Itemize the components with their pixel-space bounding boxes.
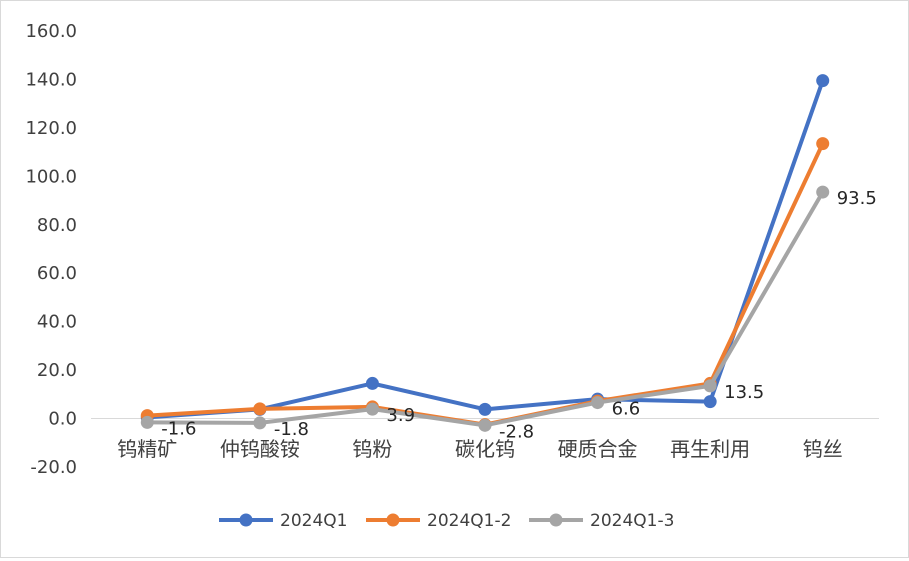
- data-label: -2.8: [499, 421, 534, 442]
- series-point: [253, 402, 267, 416]
- x-tick-label: 碳化钨: [455, 437, 515, 461]
- x-tick-label: 钨丝: [803, 437, 843, 461]
- y-tick-label: -20.0: [30, 457, 77, 478]
- legend-label: 2024Q1-2: [427, 511, 511, 531]
- x-tick-label: 钨粉: [352, 437, 392, 461]
- data-label: 93.5: [837, 188, 877, 209]
- y-tick-label: 60.0: [37, 263, 77, 284]
- y-tick-label: 120.0: [25, 118, 77, 139]
- data-label: -1.6: [161, 418, 196, 439]
- legend-item: 2024Q1-3: [529, 511, 674, 531]
- series-point: [816, 74, 830, 88]
- y-tick-label: 20.0: [37, 360, 77, 381]
- data-label: 6.6: [612, 399, 641, 420]
- series-point: [478, 402, 492, 416]
- x-axis-ticks: 钨精矿 仲钨酸铵 钨粉 碳化钨 硬质合金 再生利用 钨丝: [117, 437, 842, 461]
- data-label: -1.8: [274, 419, 309, 440]
- y-tick-label: 40.0: [37, 312, 77, 333]
- series-point: [365, 402, 379, 416]
- legend-label: 2024Q1: [280, 511, 347, 531]
- y-tick-label: 140.0: [25, 69, 77, 90]
- legend-item: 2024Q1-2: [366, 511, 511, 531]
- legend: 2024Q1 2024Q1-2 2024Q1-3: [219, 511, 674, 531]
- y-tick-label: 160.0: [25, 21, 77, 42]
- series-point: [253, 416, 267, 430]
- series-point: [591, 396, 605, 410]
- x-tick-label: 仲钨酸铵: [220, 437, 300, 461]
- legend-marker: [549, 513, 563, 527]
- y-tick-label: 0.0: [48, 409, 77, 430]
- series-point: [365, 376, 379, 390]
- x-tick-label: 再生利用: [670, 437, 750, 461]
- legend-label: 2024Q1-3: [590, 511, 674, 531]
- y-tick-label: 100.0: [25, 166, 77, 187]
- legend-item: 2024Q1: [219, 511, 347, 531]
- x-tick-label: 钨精矿: [117, 437, 177, 461]
- series-layer: [140, 74, 830, 432]
- data-label: 3.9: [386, 405, 415, 426]
- series-point: [703, 395, 717, 409]
- series-2024Q1-3: [140, 185, 830, 432]
- series-line: [145, 190, 825, 428]
- legend-marker: [239, 513, 253, 527]
- series-point: [703, 379, 717, 393]
- y-axis-ticks: 160.0 140.0 120.0 100.0 80.0 60.0 40.0 20.0 0.0 -…: [25, 21, 77, 478]
- data-label: 13.5: [724, 382, 764, 403]
- x-tick-label: 硬质合金: [558, 437, 638, 461]
- series-point: [816, 137, 830, 151]
- data-labels: -1.6 -1.8 3.9 -2.8 6.6 13.5 93.5: [161, 188, 877, 442]
- series-point: [816, 185, 830, 199]
- series-line: [145, 141, 825, 427]
- series-2024Q1: [140, 74, 830, 424]
- series-point: [478, 418, 492, 432]
- y-tick-label: 80.0: [37, 215, 77, 236]
- series-point: [140, 415, 154, 429]
- legend-marker: [386, 513, 400, 527]
